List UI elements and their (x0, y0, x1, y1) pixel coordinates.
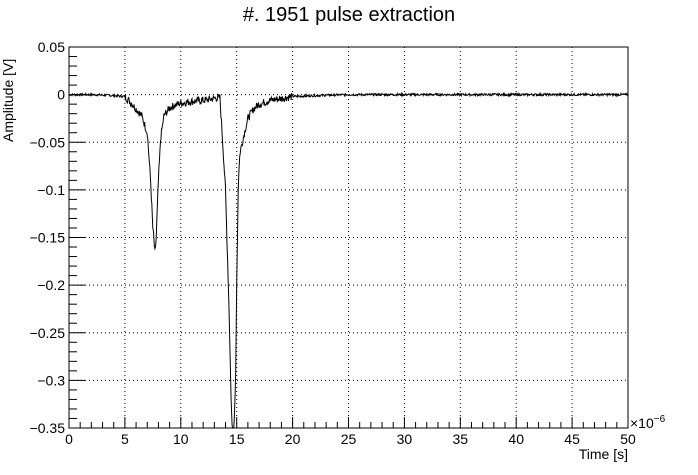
chart-title: #. 1951 pulse extraction (242, 4, 456, 26)
x-tick-label: 10 (173, 431, 189, 447)
x-tick-label: 35 (453, 431, 469, 447)
y-tick-label: 0.05 (38, 39, 65, 55)
tick-labels: 0 5 10 15 20 25 30 35 40 45 50 0.05 0 −0.05 −0.1 −0.15 −… (30, 39, 636, 447)
x-axis-multiplier-exponent: −6 (654, 414, 666, 425)
x-tick-label: 40 (508, 431, 524, 447)
y-tick-label: −0.1 (37, 182, 65, 198)
x-axis-multiplier: ×10−6 (630, 414, 666, 431)
x-tick-label: 45 (564, 431, 580, 447)
grid-lines (69, 47, 628, 428)
x-tick-label: 15 (229, 431, 245, 447)
y-axis-label: Amplitude [V] (0, 59, 16, 142)
axis-ticks (68, 46, 629, 429)
y-tick-label: 0 (57, 87, 65, 103)
x-tick-label: 0 (65, 431, 73, 447)
y-tick-label: −0.3 (37, 372, 65, 388)
x-axis-label: Time [s] (579, 446, 628, 462)
x-tick-label: 20 (285, 431, 301, 447)
x-tick-label: 30 (397, 431, 413, 447)
x-tick-label: 25 (341, 431, 357, 447)
series-group (68, 91, 629, 429)
y-tick-label: −0.05 (30, 134, 66, 150)
series-line (68, 91, 629, 429)
y-tick-label: −0.2 (37, 277, 65, 293)
x-tick-label: 50 (620, 431, 636, 447)
x-axis-multiplier-base: ×10 (630, 415, 654, 431)
y-tick-label: −0.15 (30, 230, 66, 246)
y-tick-label: −0.25 (30, 325, 66, 341)
plot-frame (68, 46, 629, 429)
x-tick-label: 5 (121, 431, 129, 447)
y-tick-label: −0.35 (30, 420, 66, 436)
